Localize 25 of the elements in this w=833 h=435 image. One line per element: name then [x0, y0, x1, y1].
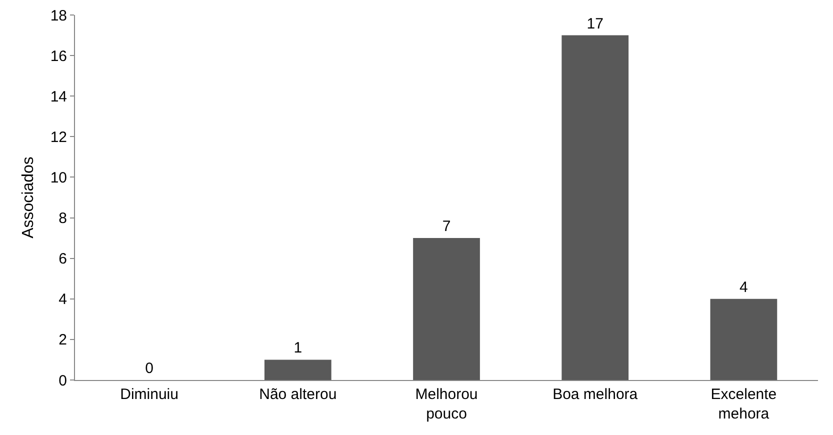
y-tick-label: 8 — [58, 210, 67, 228]
data-label: 7 — [442, 218, 451, 236]
bar — [562, 35, 629, 380]
y-tick-label: 2 — [58, 332, 67, 349]
data-label: 1 — [294, 340, 302, 357]
y-tick-label: 0 — [58, 372, 67, 390]
x-tick-label: Boa melhora — [552, 386, 638, 403]
y-tick-label: 4 — [58, 291, 67, 308]
data-label: 0 — [145, 360, 154, 377]
data-label: 4 — [740, 278, 748, 296]
y-tick-label: 18 — [50, 7, 67, 24]
x-tick-label: Excelente mehora — [710, 386, 777, 422]
bar — [413, 238, 480, 380]
data-label: 17 — [586, 15, 604, 32]
x-tick-label: Diminuiu — [120, 386, 178, 403]
bar — [264, 360, 332, 380]
x-tick-label: Melhorou pouco — [415, 386, 478, 422]
y-tick-label: 6 — [58, 250, 67, 268]
y-tick-label: 10 — [50, 169, 67, 186]
y-tick-label: 14 — [50, 88, 67, 106]
y-tick-label: 12 — [50, 128, 67, 146]
y-tick-label: 16 — [50, 48, 67, 65]
bar — [710, 298, 778, 380]
x-tick-label: Não alterou — [259, 386, 337, 403]
y-axis-title: Associados — [20, 156, 37, 238]
